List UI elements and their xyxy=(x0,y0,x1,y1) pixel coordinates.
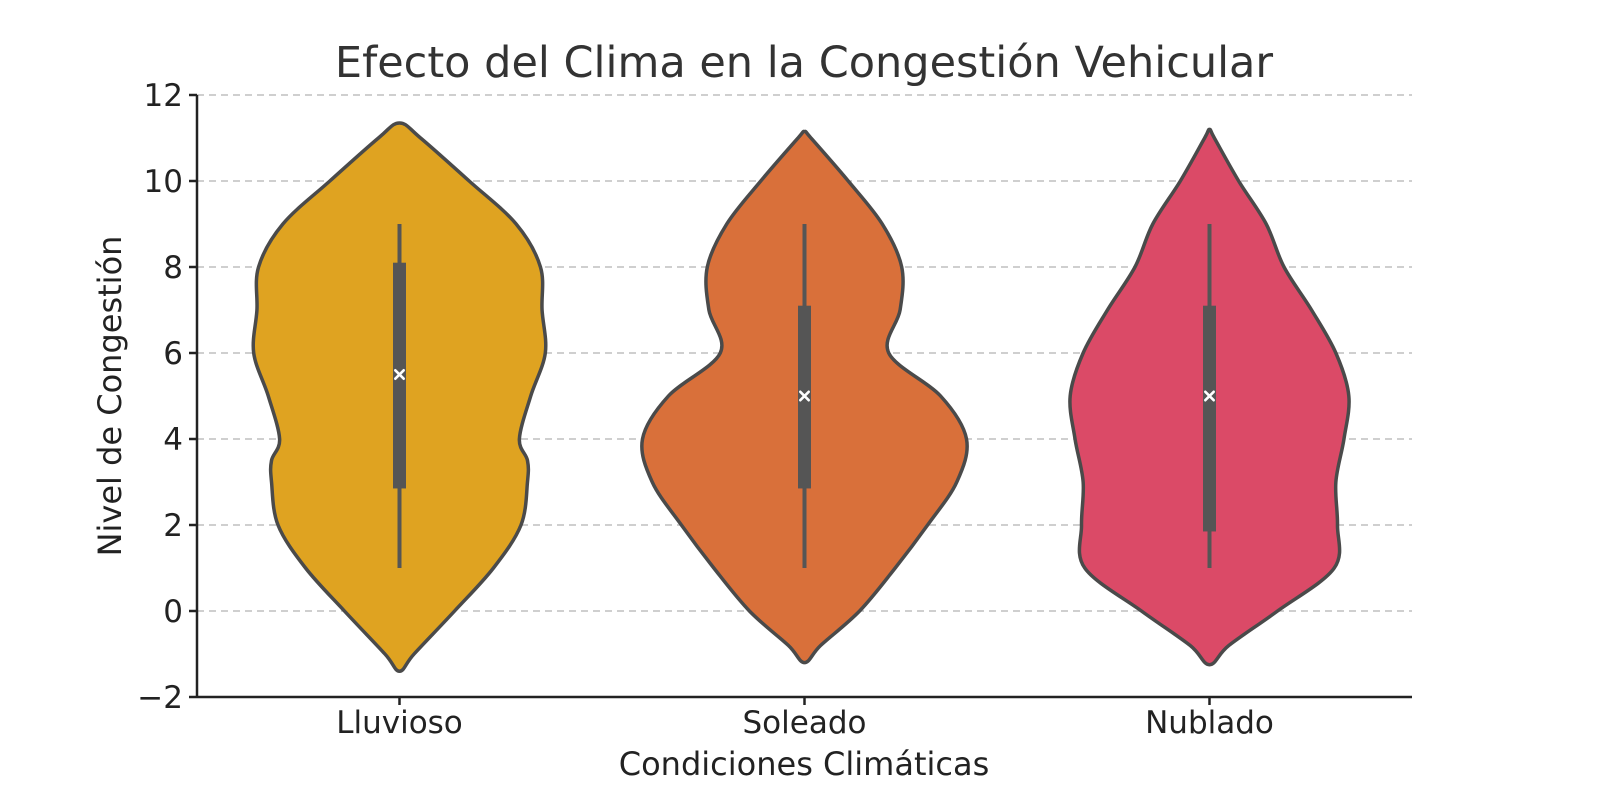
y-tick-label: 8 xyxy=(163,250,183,286)
box-plots xyxy=(393,224,1216,568)
y-axis-label: Nivel de Congestión xyxy=(91,236,129,557)
y-tick-label: −2 xyxy=(137,680,183,716)
y-tick-label: 10 xyxy=(144,164,183,200)
x-ticks: Lluvioso Soleado Nublado xyxy=(336,697,1274,741)
y-tick-label: 4 xyxy=(163,422,183,458)
y-tick-label: 6 xyxy=(163,336,183,372)
x-tick-label: Soleado xyxy=(743,705,867,741)
y-ticks: −2 0 2 4 6 8 10 12 xyxy=(137,78,197,716)
median-marker xyxy=(798,390,811,402)
iqr-box xyxy=(1203,305,1216,532)
y-tick-label: 12 xyxy=(144,78,183,114)
chart-title: Efecto del Clima en la Congestión Vehicu… xyxy=(335,38,1273,88)
x-axis-label: Condiciones Climáticas xyxy=(619,745,990,783)
x-tick-label: Lluvioso xyxy=(336,705,463,741)
y-tick-label: 2 xyxy=(163,508,183,544)
median-marker xyxy=(393,368,406,381)
median-marker xyxy=(1204,390,1215,402)
x-tick-label: Nublado xyxy=(1145,705,1274,741)
y-tick-label: 0 xyxy=(163,594,183,630)
